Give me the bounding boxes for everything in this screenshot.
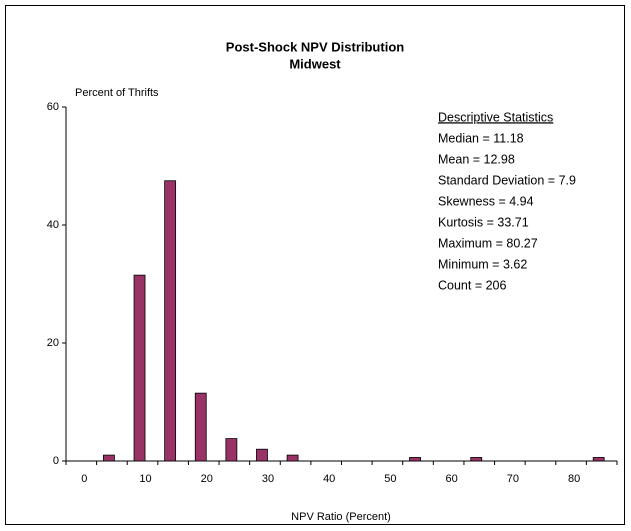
x-tick-label: 60 — [446, 473, 458, 485]
stat-line: Count = 206 — [438, 278, 507, 292]
x-tick-label: 0 — [81, 473, 87, 485]
x-tick-label: 70 — [507, 473, 519, 485]
x-tick-label: 40 — [323, 473, 335, 485]
y-axis-label: Percent of Thrifts — [75, 87, 159, 99]
x-tick-label: 50 — [384, 473, 396, 485]
stat-line: Mean = 12.98 — [438, 152, 515, 166]
bar — [470, 457, 483, 462]
y-tick-label: 60 — [47, 101, 59, 113]
stats-heading: Descriptive Statistics — [438, 110, 553, 124]
bar — [256, 448, 268, 462]
bar — [409, 457, 421, 462]
x-tick-label: 10 — [139, 473, 151, 485]
bar — [225, 438, 238, 462]
stat-line: Minimum = 3.62 — [438, 257, 527, 271]
stat-line: Kurtosis = 33.71 — [438, 215, 529, 229]
stat-line: Maximum = 80.27 — [438, 236, 538, 250]
bar — [164, 180, 177, 462]
bar — [103, 454, 115, 462]
x-tick-label: 80 — [568, 473, 580, 485]
x-tick-label: 20 — [201, 473, 213, 485]
y-tick-label: 20 — [47, 337, 59, 349]
x-axis-label: NPV Ratio (Percent) — [291, 511, 391, 523]
bar — [286, 454, 299, 462]
bar — [592, 457, 605, 462]
y-tick-label: 0 — [53, 455, 59, 467]
stat-line: Standard Deviation = 7.9 — [438, 173, 576, 187]
y-tick-label: 40 — [47, 219, 59, 231]
x-tick-label: 30 — [262, 473, 274, 485]
bar — [133, 274, 146, 462]
chart-title: Post-Shock NPV Distribution — [226, 39, 404, 54]
chart-frame — [5, 5, 625, 525]
chart-subtitle: Midwest — [289, 56, 341, 71]
bar — [194, 392, 207, 462]
stat-line: Median = 11.18 — [438, 131, 524, 145]
stat-line: Skewness = 4.94 — [438, 194, 534, 208]
